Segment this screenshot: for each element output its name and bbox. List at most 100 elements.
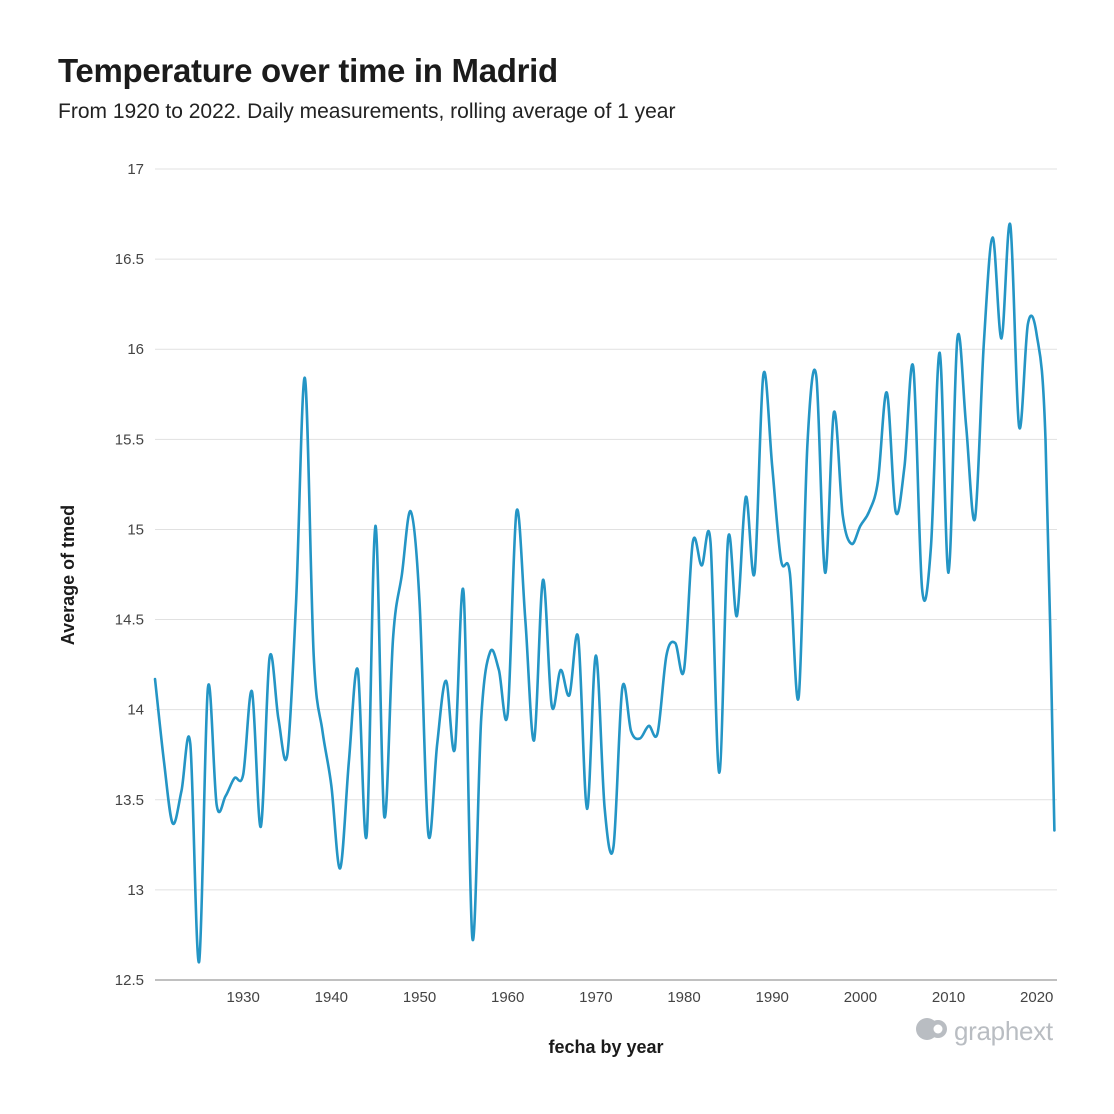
data-point-1952 [434, 741, 440, 747]
y-axis-label: Average of tmed [58, 505, 78, 645]
data-point-1957 [478, 716, 484, 722]
x-tick-label: 1950 [403, 989, 436, 1006]
data-point-1937 [302, 375, 308, 381]
data-point-1933 [267, 654, 273, 660]
y-tick-label: 16.5 [115, 251, 144, 268]
data-point-2015 [990, 234, 996, 240]
data-point-1984 [716, 770, 722, 776]
data-point-1956 [469, 936, 475, 942]
data-point-1964 [540, 577, 546, 583]
data-point-1975 [637, 736, 643, 742]
y-tick-label: 12.5 [115, 972, 144, 989]
data-point-1981 [690, 539, 696, 545]
y-tick-label: 15.5 [115, 431, 144, 448]
data-point-1949 [408, 508, 414, 514]
data-point-1966 [558, 667, 564, 673]
data-point-1951 [425, 831, 431, 837]
data-point-2022 [1051, 827, 1057, 833]
y-tick-label: 14 [127, 702, 144, 719]
data-point-1987 [743, 494, 749, 500]
data-point-1962 [522, 617, 528, 623]
data-point-2008 [928, 544, 934, 550]
x-axis-label: fecha by year [548, 1037, 663, 1057]
data-point-1948 [399, 572, 405, 578]
data-point-2000 [857, 523, 863, 529]
data-point-1924 [187, 741, 193, 747]
data-point-1994 [804, 440, 810, 446]
data-point-1943 [355, 667, 361, 673]
data-point-2019 [1025, 321, 1031, 327]
data-point-2007 [919, 586, 925, 592]
data-point-1986 [734, 613, 740, 619]
data-point-1982 [699, 562, 705, 568]
data-point-2003 [884, 389, 890, 395]
x-tick-label: 1980 [667, 989, 700, 1006]
x-tick-label: 1940 [315, 989, 348, 1006]
x-tick-label: 1960 [491, 989, 524, 1006]
data-point-1938 [311, 653, 317, 659]
data-point-1970 [593, 653, 599, 659]
data-point-1936 [293, 599, 299, 605]
data-point-2002 [875, 478, 881, 484]
y-tick-label: 17 [127, 161, 144, 178]
series-line-average-of-tmed[interactable] [153, 222, 1056, 964]
data-point-1972 [610, 844, 616, 850]
graphext-logo: graphext [914, 1016, 1053, 1047]
data-point-1926 [205, 685, 211, 691]
data-point-1989 [760, 371, 766, 377]
x-tick-label: 1970 [579, 989, 612, 1006]
data-point-1978 [663, 653, 669, 659]
data-point-1958 [487, 649, 493, 655]
grid-lines [155, 168, 1057, 891]
x-tick-label: 2010 [932, 989, 965, 1006]
data-point-1944 [364, 833, 370, 839]
y-tick-label: 16 [127, 341, 144, 358]
data-point-2004 [893, 508, 899, 514]
data-point-2016 [998, 335, 1004, 341]
y-axis-ticks: 12.5 13 13.5 14 14.5 15 15.5 16 16.5 17 [115, 161, 144, 989]
chart-title: Temperature over time in Madrid [58, 52, 558, 89]
data-point-2017 [1007, 222, 1013, 228]
data-point-2014 [981, 341, 987, 347]
data-point-2012 [963, 424, 969, 430]
data-point-1974 [628, 728, 634, 734]
data-point-1988 [752, 570, 758, 576]
data-point-1959 [496, 667, 502, 673]
data-point-1980 [681, 667, 687, 673]
data-point-1977 [655, 730, 661, 736]
data-point-1922 [170, 820, 176, 826]
data-point-2005 [901, 463, 907, 469]
data-point-1960 [505, 710, 511, 716]
data-point-2006 [910, 364, 916, 370]
data-point-1985 [725, 535, 731, 541]
data-point-1940 [328, 782, 334, 788]
x-tick-label: 2020 [1020, 989, 1053, 1006]
data-point-1991 [778, 557, 784, 563]
graphext-logo-icon [914, 1016, 950, 1047]
data-point-1942 [346, 757, 352, 763]
data-point-1965 [549, 703, 555, 709]
data-point-1920 [152, 676, 158, 682]
x-tick-label: 1990 [756, 989, 789, 1006]
data-point-1929 [231, 775, 237, 781]
data-point-1961 [514, 508, 520, 514]
data-point-1963 [531, 737, 537, 743]
data-point-1935 [284, 752, 290, 758]
data-point-1967 [566, 692, 572, 698]
x-tick-label: 2000 [844, 989, 877, 1006]
data-point-1973 [619, 685, 625, 691]
data-point-1968 [575, 635, 581, 641]
x-tick-label: 1930 [226, 989, 259, 1006]
y-tick-label: 15 [127, 521, 144, 538]
data-point-1979 [672, 640, 678, 646]
chart-subtitle: From 1920 to 2022. Daily measurements, r… [58, 100, 676, 123]
data-point-1993 [796, 694, 802, 700]
data-point-2013 [972, 516, 978, 522]
data-point-1927 [214, 802, 220, 808]
data-point-2018 [1016, 424, 1022, 430]
y-tick-label: 13.5 [115, 792, 144, 809]
data-point-1955 [461, 590, 467, 596]
data-point-2020 [1034, 332, 1040, 338]
data-point-1995 [813, 373, 819, 379]
